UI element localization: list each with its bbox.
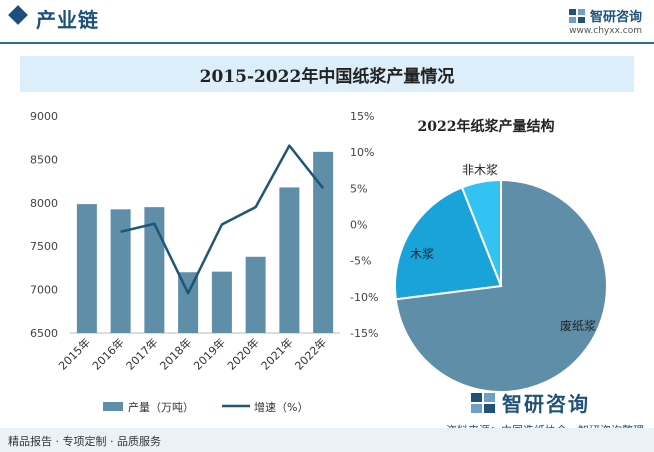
bar bbox=[110, 209, 131, 333]
y-left-tick-label: 6500 bbox=[30, 327, 58, 340]
y-right-tick-label: 15% bbox=[350, 110, 374, 123]
x-tick-label: 2022年 bbox=[292, 335, 329, 372]
y-left-tick-label: 7500 bbox=[30, 240, 58, 253]
y-left-tick-label: 7000 bbox=[30, 284, 58, 297]
y-left-tick-label: 8500 bbox=[30, 153, 58, 166]
y-right-tick-label: -15% bbox=[350, 327, 378, 340]
header-divider bbox=[0, 42, 654, 44]
footer-band: 精品报告 · 专项定制 · 品质服务 bbox=[0, 428, 654, 452]
y-right-tick-label: -5% bbox=[350, 255, 371, 268]
bar bbox=[211, 271, 232, 333]
y-left-tick-label: 8000 bbox=[30, 197, 58, 210]
bar bbox=[144, 207, 165, 333]
bar bbox=[245, 256, 266, 333]
footer-logo: 智研咨询 bbox=[470, 388, 590, 417]
brand-logo-icon bbox=[568, 8, 585, 23]
x-tick-label: 2021年 bbox=[258, 335, 295, 372]
top-bar: 产业链 智研咨询 www.chyxx.com bbox=[0, 0, 654, 36]
bar bbox=[279, 187, 300, 333]
legend-swatch-bar bbox=[103, 402, 123, 411]
x-tick-label: 2020年 bbox=[224, 335, 261, 372]
pie-slice-label: 废纸浆 bbox=[560, 318, 596, 333]
legend-label-line: 增速（%） bbox=[254, 400, 308, 414]
footer-logo-name: 智研咨询 bbox=[502, 392, 590, 416]
brand-name: 智研咨询 bbox=[589, 10, 642, 25]
x-tick-label: 2017年 bbox=[123, 335, 160, 372]
legend-label-bar: 产量（万吨） bbox=[128, 400, 194, 414]
x-tick-label: 2016年 bbox=[89, 335, 126, 372]
pie-slice-label: 木浆 bbox=[410, 246, 434, 261]
pie-title: 2022年纸浆产量结构 bbox=[418, 118, 555, 135]
y-right-tick-label: 5% bbox=[350, 182, 367, 195]
footer-logo-icon bbox=[471, 392, 495, 413]
y-right-tick-label: 10% bbox=[350, 146, 374, 159]
bar bbox=[178, 272, 199, 333]
x-tick-label: 2018年 bbox=[157, 335, 194, 372]
y-right-tick-label: 0% bbox=[350, 219, 367, 232]
section-title: 产业链 bbox=[36, 8, 99, 32]
bar bbox=[76, 204, 97, 333]
x-tick-label: 2019年 bbox=[191, 335, 228, 372]
pie-slice-label: 非木浆 bbox=[462, 162, 498, 177]
y-left-tick-label: 9000 bbox=[30, 110, 58, 123]
chart-title-band: 2015-2022年中国纸浆产量情况 bbox=[20, 56, 634, 92]
combo-chart: 9000 8500 8000 7500 7000 6500 15% 10% 5% 0% -5% -10… bbox=[30, 110, 378, 414]
pie-slice bbox=[394, 186, 503, 301]
y-right-tick-label: -10% bbox=[350, 291, 378, 304]
x-tick-label: 2015年 bbox=[56, 335, 93, 372]
bar bbox=[313, 151, 334, 333]
chart-title: 2015-2022年中国纸浆产量情况 bbox=[199, 67, 455, 87]
brand-url: www.chyxx.com bbox=[569, 26, 642, 36]
footer-tagline: 精品报告 · 专项定制 · 品质服务 bbox=[8, 435, 161, 448]
pie-slice bbox=[460, 178, 502, 287]
growth-line bbox=[120, 144, 325, 295]
brand: 智研咨询 www.chyxx.com bbox=[568, 6, 642, 36]
